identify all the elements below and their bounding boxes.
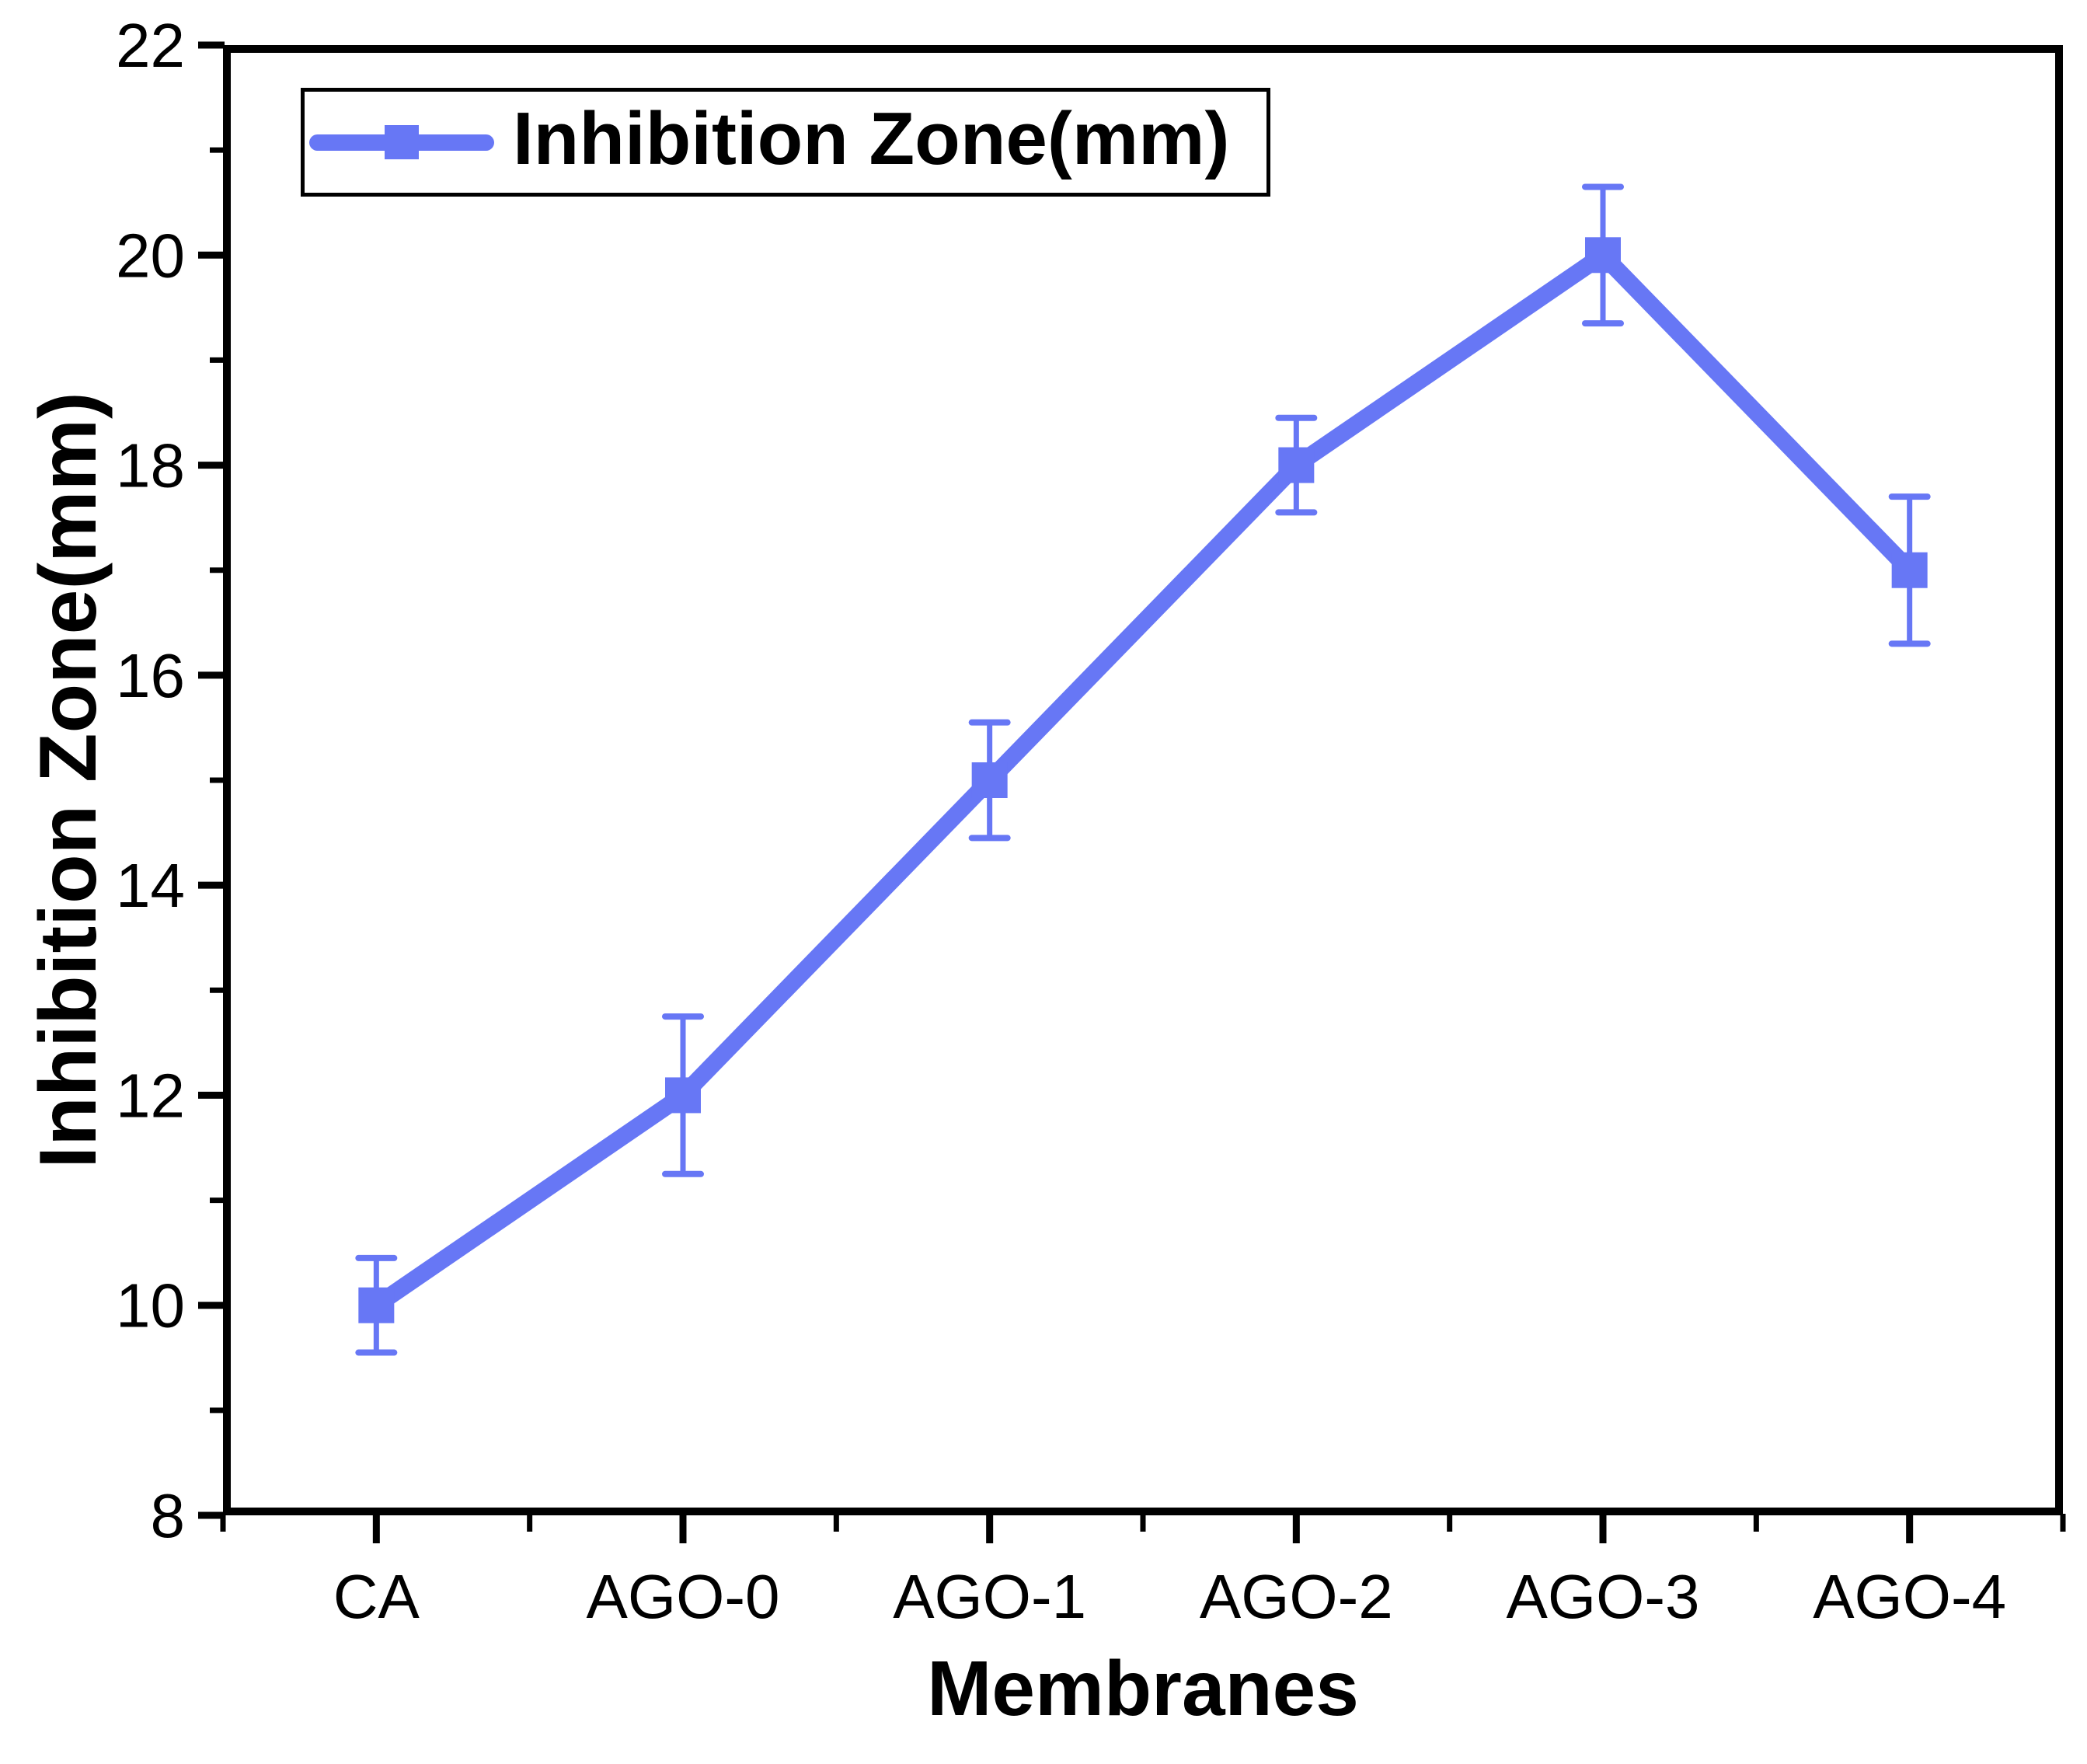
y-tick-label: 14 <box>116 851 185 920</box>
x-tick-label: AGO-2 <box>1200 1562 1393 1631</box>
y-tick-label: 8 <box>151 1481 186 1550</box>
data-point-marker <box>358 1287 395 1323</box>
x-tick-label: AGO-4 <box>1813 1562 2006 1631</box>
legend-line-marker-icon <box>309 119 494 166</box>
legend: Inhibition Zone(mm) <box>301 88 1270 197</box>
x-tick-label: CA <box>333 1562 420 1631</box>
data-point-marker <box>1585 237 1621 274</box>
y-tick-label: 18 <box>116 431 185 500</box>
data-point-marker <box>665 1077 701 1114</box>
legend-label: Inhibition Zone(mm) <box>513 97 1230 180</box>
x-axis-title: Membranes <box>927 1645 1359 1732</box>
legend-square-marker-icon <box>385 125 419 159</box>
y-tick-label: 16 <box>116 641 185 710</box>
data-line <box>368 246 1918 1314</box>
axis-frame <box>223 45 2063 1515</box>
data-point-marker <box>1278 447 1315 483</box>
data-point-marker <box>1891 552 1928 588</box>
y-tick-label: 22 <box>116 11 185 80</box>
x-tick-label: AGO-1 <box>893 1562 1086 1631</box>
y-tick-label: 10 <box>116 1271 185 1340</box>
x-tick-label: AGO-3 <box>1507 1562 1700 1631</box>
x-tick-label: AGO-0 <box>587 1562 780 1631</box>
y-tick-label: 20 <box>116 221 185 290</box>
y-axis-title: Inhibition Zone(mm) <box>23 392 113 1169</box>
y-tick-label: 12 <box>116 1061 185 1130</box>
data-point-marker <box>971 762 1008 798</box>
